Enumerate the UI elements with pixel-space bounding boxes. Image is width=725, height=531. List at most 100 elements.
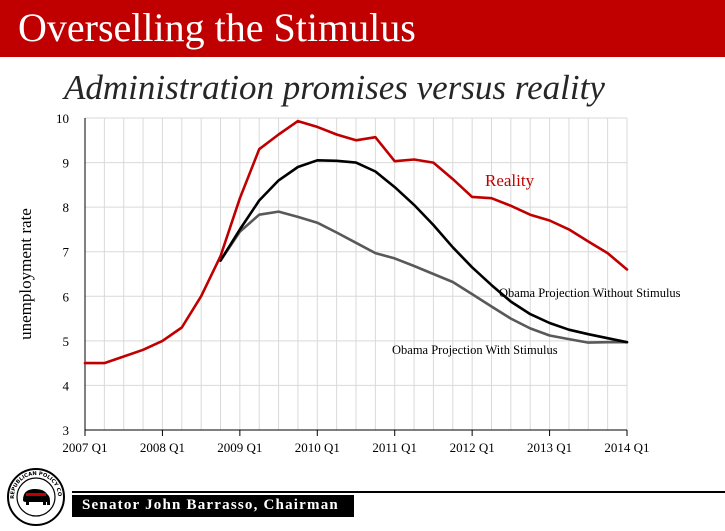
data-point-reality [297,120,299,122]
y-tick-label: 4 [63,378,70,393]
data-point-obama-projection-without-stimulus [335,160,337,162]
data-point-obama-projection-with-stimulus [548,334,550,336]
data-point-reality [142,349,144,351]
y-tick-label: 3 [63,423,70,438]
data-point-reality [452,178,454,180]
data-point-reality [103,362,105,364]
data-point-reality [394,160,396,162]
data-point-obama-projection-without-stimulus [297,166,299,168]
data-point-reality [432,161,434,163]
data-point-reality [84,362,86,364]
data-point-obama-projection-with-stimulus [452,281,454,283]
series-line-obama-projection-without-stimulus [219,159,629,344]
data-point-obama-projection-without-stimulus [548,322,550,324]
chart-series [83,119,629,365]
data-point-obama-projection-with-stimulus [587,341,589,343]
annotation-obama-projection-with-stimulus: Obama Projection With Stimulus [392,343,558,357]
data-point-obama-projection-with-stimulus [355,242,357,244]
footer-chairman: Senator John Barrasso, Chairman [82,497,339,513]
policy-committee-seal: SENATE REPUBLICAN POLICY COMMITTEE [6,467,65,526]
x-tick-label: 2010 Q1 [295,440,340,455]
y-tick-label: 7 [63,245,70,260]
x-tick-label: 2009 Q1 [217,440,262,455]
y-axis-label: unemployment rate [16,208,35,340]
x-tick-label: 2008 Q1 [140,440,185,455]
data-point-obama-projection-without-stimulus [452,246,454,248]
title-bar: Overselling the Stimulus [0,0,725,57]
data-point-reality [606,252,608,254]
data-point-reality [161,340,163,342]
data-point-obama-projection-with-stimulus [374,252,376,254]
chart-grid [84,117,628,431]
chart-axes: 3 4 5 6 7 8 9 10 2007 Q1 2008 Q1 2009 Q1 2010 Q1 201… [16,111,650,455]
data-point-obama-projection-without-stimulus [510,300,512,302]
series-line-reality [83,119,629,365]
data-point-obama-projection-without-stimulus [394,186,396,188]
data-point-obama-projection-with-stimulus [413,265,415,267]
annotation-reality: Reality [485,171,535,190]
data-point-obama-projection-with-stimulus [277,210,279,212]
data-point-obama-projection-with-stimulus [471,293,473,295]
data-point-reality [490,197,492,199]
x-tick-label: 2007 Q1 [62,440,107,455]
data-point-reality [510,205,512,207]
data-point-obama-projection-without-stimulus [413,204,415,206]
data-point-reality [355,139,357,141]
data-point-reality [277,133,279,135]
data-point-obama-projection-with-stimulus [510,317,512,319]
elephant-icon [23,489,50,505]
data-point-reality [626,268,628,270]
data-point-reality [200,295,202,297]
footer-bar: Senator John Barrasso, Chairman [72,495,354,517]
data-point-obama-projection-with-stimulus [529,327,531,329]
data-point-obama-projection-with-stimulus [335,231,337,233]
data-point-reality [548,219,550,221]
data-point-obama-projection-without-stimulus [239,228,241,230]
x-tick-label: 2014 Q1 [604,440,649,455]
data-point-obama-projection-without-stimulus [606,337,608,339]
annotation-obama-projection-without-stimulus: Obama Projection Without Stimulus [499,286,681,300]
y-tick-label: 5 [63,334,70,349]
data-point-reality [181,326,183,328]
data-point-obama-projection-without-stimulus [568,329,570,331]
data-point-reality [471,196,473,198]
data-point-obama-projection-without-stimulus [277,179,279,181]
data-point-obama-projection-with-stimulus [490,305,492,307]
data-point-obama-projection-without-stimulus [587,333,589,335]
data-point-obama-projection-without-stimulus [316,159,318,161]
data-point-reality [413,158,415,160]
data-point-obama-projection-with-stimulus [432,273,434,275]
page-title: Overselling the Stimulus [18,5,416,50]
data-point-obama-projection-without-stimulus [626,341,628,343]
data-point-reality [374,136,376,138]
data-point-reality [219,255,221,257]
data-point-reality [568,228,570,230]
data-point-reality [239,197,241,199]
data-point-reality [258,148,260,150]
data-point-obama-projection-with-stimulus [568,338,570,340]
data-point-obama-projection-with-stimulus [606,341,608,343]
x-tick-label: 2013 Q1 [527,440,572,455]
data-point-obama-projection-without-stimulus [471,266,473,268]
data-point-reality [529,214,531,216]
data-point-obama-projection-without-stimulus [490,284,492,286]
data-point-obama-projection-without-stimulus [432,224,434,226]
y-tick-label: 8 [63,200,70,215]
y-tick-label: 10 [56,111,69,126]
data-point-obama-projection-without-stimulus [258,199,260,201]
x-tick-label: 2012 Q1 [450,440,495,455]
data-point-obama-projection-without-stimulus [355,161,357,163]
data-point-obama-projection-with-stimulus [258,214,260,216]
data-point-obama-projection-with-stimulus [316,222,318,224]
data-point-reality [587,240,589,242]
data-point-obama-projection-with-stimulus [297,216,299,218]
page-subtitle: Administration promises versus reality [64,68,605,107]
data-point-obama-projection-without-stimulus [374,170,376,172]
data-point-obama-projection-with-stimulus [394,257,396,259]
chart-labels: Reality Obama Projection Without Stimulus… [392,171,681,357]
footer-rule [72,491,725,493]
y-tick-label: 9 [63,156,70,171]
x-tick-label: 2011 Q1 [372,440,417,455]
series-line-obama-projection-with-stimulus [219,210,629,344]
